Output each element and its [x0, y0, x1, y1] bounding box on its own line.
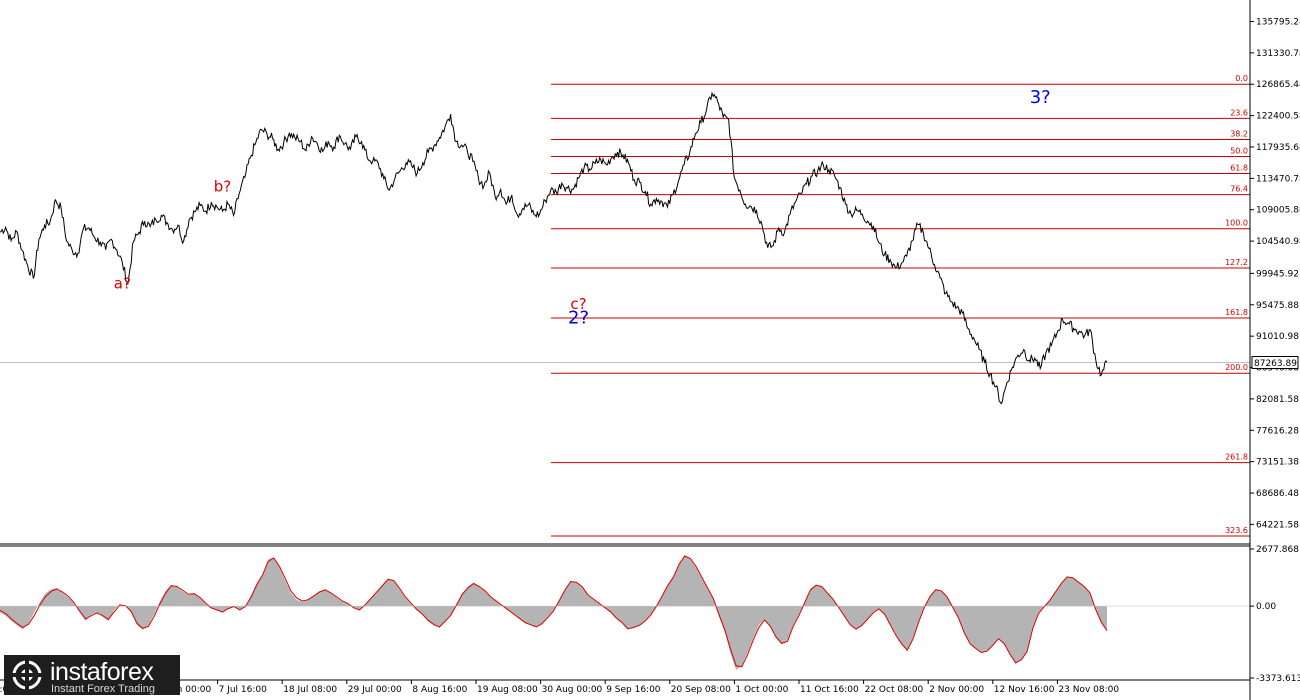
- price-tick-label: 135795.28: [1256, 17, 1300, 27]
- price-tick-label: 82081.58: [1256, 395, 1299, 405]
- wave-label: 2?: [568, 308, 589, 329]
- oscillator-panel: [0, 554, 1250, 670]
- current-price-label: 87263.89: [1254, 359, 1297, 369]
- fib-level-label: 200.0: [1225, 363, 1248, 372]
- fib-level-label: 261.8: [1225, 453, 1248, 462]
- time-tick-label: 19 Aug 08:00: [477, 685, 538, 695]
- time-tick-label: 11 Oct 16:00: [800, 685, 859, 695]
- current-price-box: [1251, 355, 1299, 369]
- logo-mark-icon: [11, 659, 43, 691]
- fib-level-label: 161.8: [1225, 308, 1248, 317]
- wave-label: c?: [570, 295, 586, 313]
- fib-level-label: 61.8: [1230, 164, 1248, 173]
- time-tick-label: 23 Nov 08:00: [1058, 685, 1119, 695]
- oscillator-tick-label: 2677.868: [1256, 545, 1299, 555]
- price-tick-label: 109005.88: [1256, 206, 1300, 216]
- time-tick-label: 7 Jul 16:00: [219, 685, 268, 695]
- wave-label: a?: [114, 274, 131, 292]
- wave-labels: a?b?c?2?3?4?5?a?b?aabbc1?2?3?4?5?c?c?: [114, 87, 1051, 329]
- time-tick-label: 30 Aug 00:00: [542, 685, 603, 695]
- time-tick-label: 1 Oct 00:00: [735, 685, 788, 695]
- fib-level-label: 323.6: [1225, 526, 1248, 535]
- time-tick-label: 29 Jul 00:00: [348, 685, 402, 695]
- price-series: [0, 91, 1108, 405]
- price-tick-label: 99945.92: [1256, 269, 1299, 279]
- price-tick-label: 104540.98: [1256, 237, 1300, 247]
- price-tick-label: 122400.58: [1256, 112, 1300, 122]
- price-tick-label: 131330.78: [1256, 49, 1300, 59]
- fib-level-label: 0.0: [1235, 74, 1248, 83]
- fibonacci-levels: 0.0 23.6 38.2 50.0 61.8 76.4 100.0 127.2 161.8 20…: [551, 74, 1250, 537]
- brand-name: instaforex: [50, 658, 154, 686]
- price-tick-label: 113470.78: [1256, 174, 1300, 184]
- time-tick-label: 20 Sep 08:00: [671, 685, 731, 695]
- price-tick-label: 126865.48: [1256, 80, 1300, 90]
- time-tick-label: 9 Sep 16:00: [606, 685, 661, 695]
- fib-level-label: 38.2: [1230, 130, 1248, 139]
- brand-logo: instaforex Instant Forex Trading: [4, 655, 180, 695]
- oscillator-signal-line: [0, 555, 1108, 668]
- price-tick-label: 68686.48: [1256, 489, 1299, 499]
- time-tick-label: 27 Jun 00:00: [154, 685, 211, 695]
- price-tick-label: 95475.88: [1256, 301, 1299, 311]
- brand-tagline: Instant Forex Trading: [51, 683, 155, 695]
- fib-level-label: 23.6: [1230, 108, 1248, 117]
- price-tick-label: 64221.58: [1256, 520, 1299, 530]
- wave-label: b?: [214, 177, 231, 195]
- oscillator-histogram: [0, 554, 1107, 670]
- price-line: [0, 91, 1108, 405]
- price-tick-label: 91010.98: [1256, 332, 1299, 342]
- time-tick-label: 22 Oct 08:00: [865, 685, 924, 695]
- time-tick-label: 12 Nov 16:00: [994, 685, 1055, 695]
- fib-level-label: 76.4: [1230, 185, 1248, 194]
- price-tick-label: 77616.28: [1256, 426, 1299, 436]
- oscillator-tick-label: 0.00: [1256, 602, 1276, 612]
- fib-level-label: 100.0: [1225, 219, 1248, 228]
- oscillator-tick-label: -3373.613: [1256, 674, 1300, 684]
- time-tick-label: 8 Aug 16:00: [412, 685, 467, 695]
- time-tick-label: 18 Jul 08:00: [283, 685, 337, 695]
- price-tick-label: 73151.38: [1256, 458, 1299, 468]
- price-tick-label: 117935.68: [1256, 143, 1300, 153]
- time-tick-label: 2 Nov 00:00: [929, 685, 984, 695]
- wave-label: 3?: [1030, 87, 1051, 108]
- fib-level-label: 50.0: [1230, 147, 1248, 156]
- fib-level-label: 127.2: [1225, 258, 1248, 267]
